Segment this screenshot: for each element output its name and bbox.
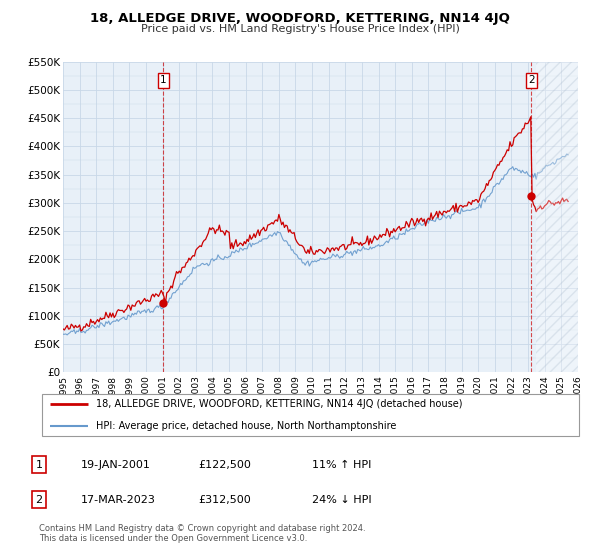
Text: 1: 1 [35,460,43,470]
Text: Price paid vs. HM Land Registry's House Price Index (HPI): Price paid vs. HM Land Registry's House … [140,24,460,34]
Text: 17-MAR-2023: 17-MAR-2023 [81,494,156,505]
Bar [536,62,578,372]
Text: 2: 2 [528,75,535,85]
Text: Contains HM Land Registry data © Crown copyright and database right 2024.: Contains HM Land Registry data © Crown c… [39,524,365,533]
Text: 24% ↓ HPI: 24% ↓ HPI [312,494,371,505]
Text: This data is licensed under the Open Government Licence v3.0.: This data is licensed under the Open Gov… [39,534,307,543]
Text: £122,500: £122,500 [198,460,251,470]
Text: 18, ALLEDGE DRIVE, WOODFORD, KETTERING, NN14 4JQ: 18, ALLEDGE DRIVE, WOODFORD, KETTERING, … [90,12,510,25]
Text: 11% ↑ HPI: 11% ↑ HPI [312,460,371,470]
Bar [536,62,578,372]
Text: 2: 2 [35,494,43,505]
Text: HPI: Average price, detached house, North Northamptonshire: HPI: Average price, detached house, Nort… [96,421,397,431]
Text: £312,500: £312,500 [198,494,251,505]
Text: 18, ALLEDGE DRIVE, WOODFORD, KETTERING, NN14 4JQ (detached house): 18, ALLEDGE DRIVE, WOODFORD, KETTERING, … [96,399,463,409]
FancyBboxPatch shape [42,394,579,436]
Text: 1: 1 [160,75,167,85]
Text: 19-JAN-2001: 19-JAN-2001 [81,460,151,470]
